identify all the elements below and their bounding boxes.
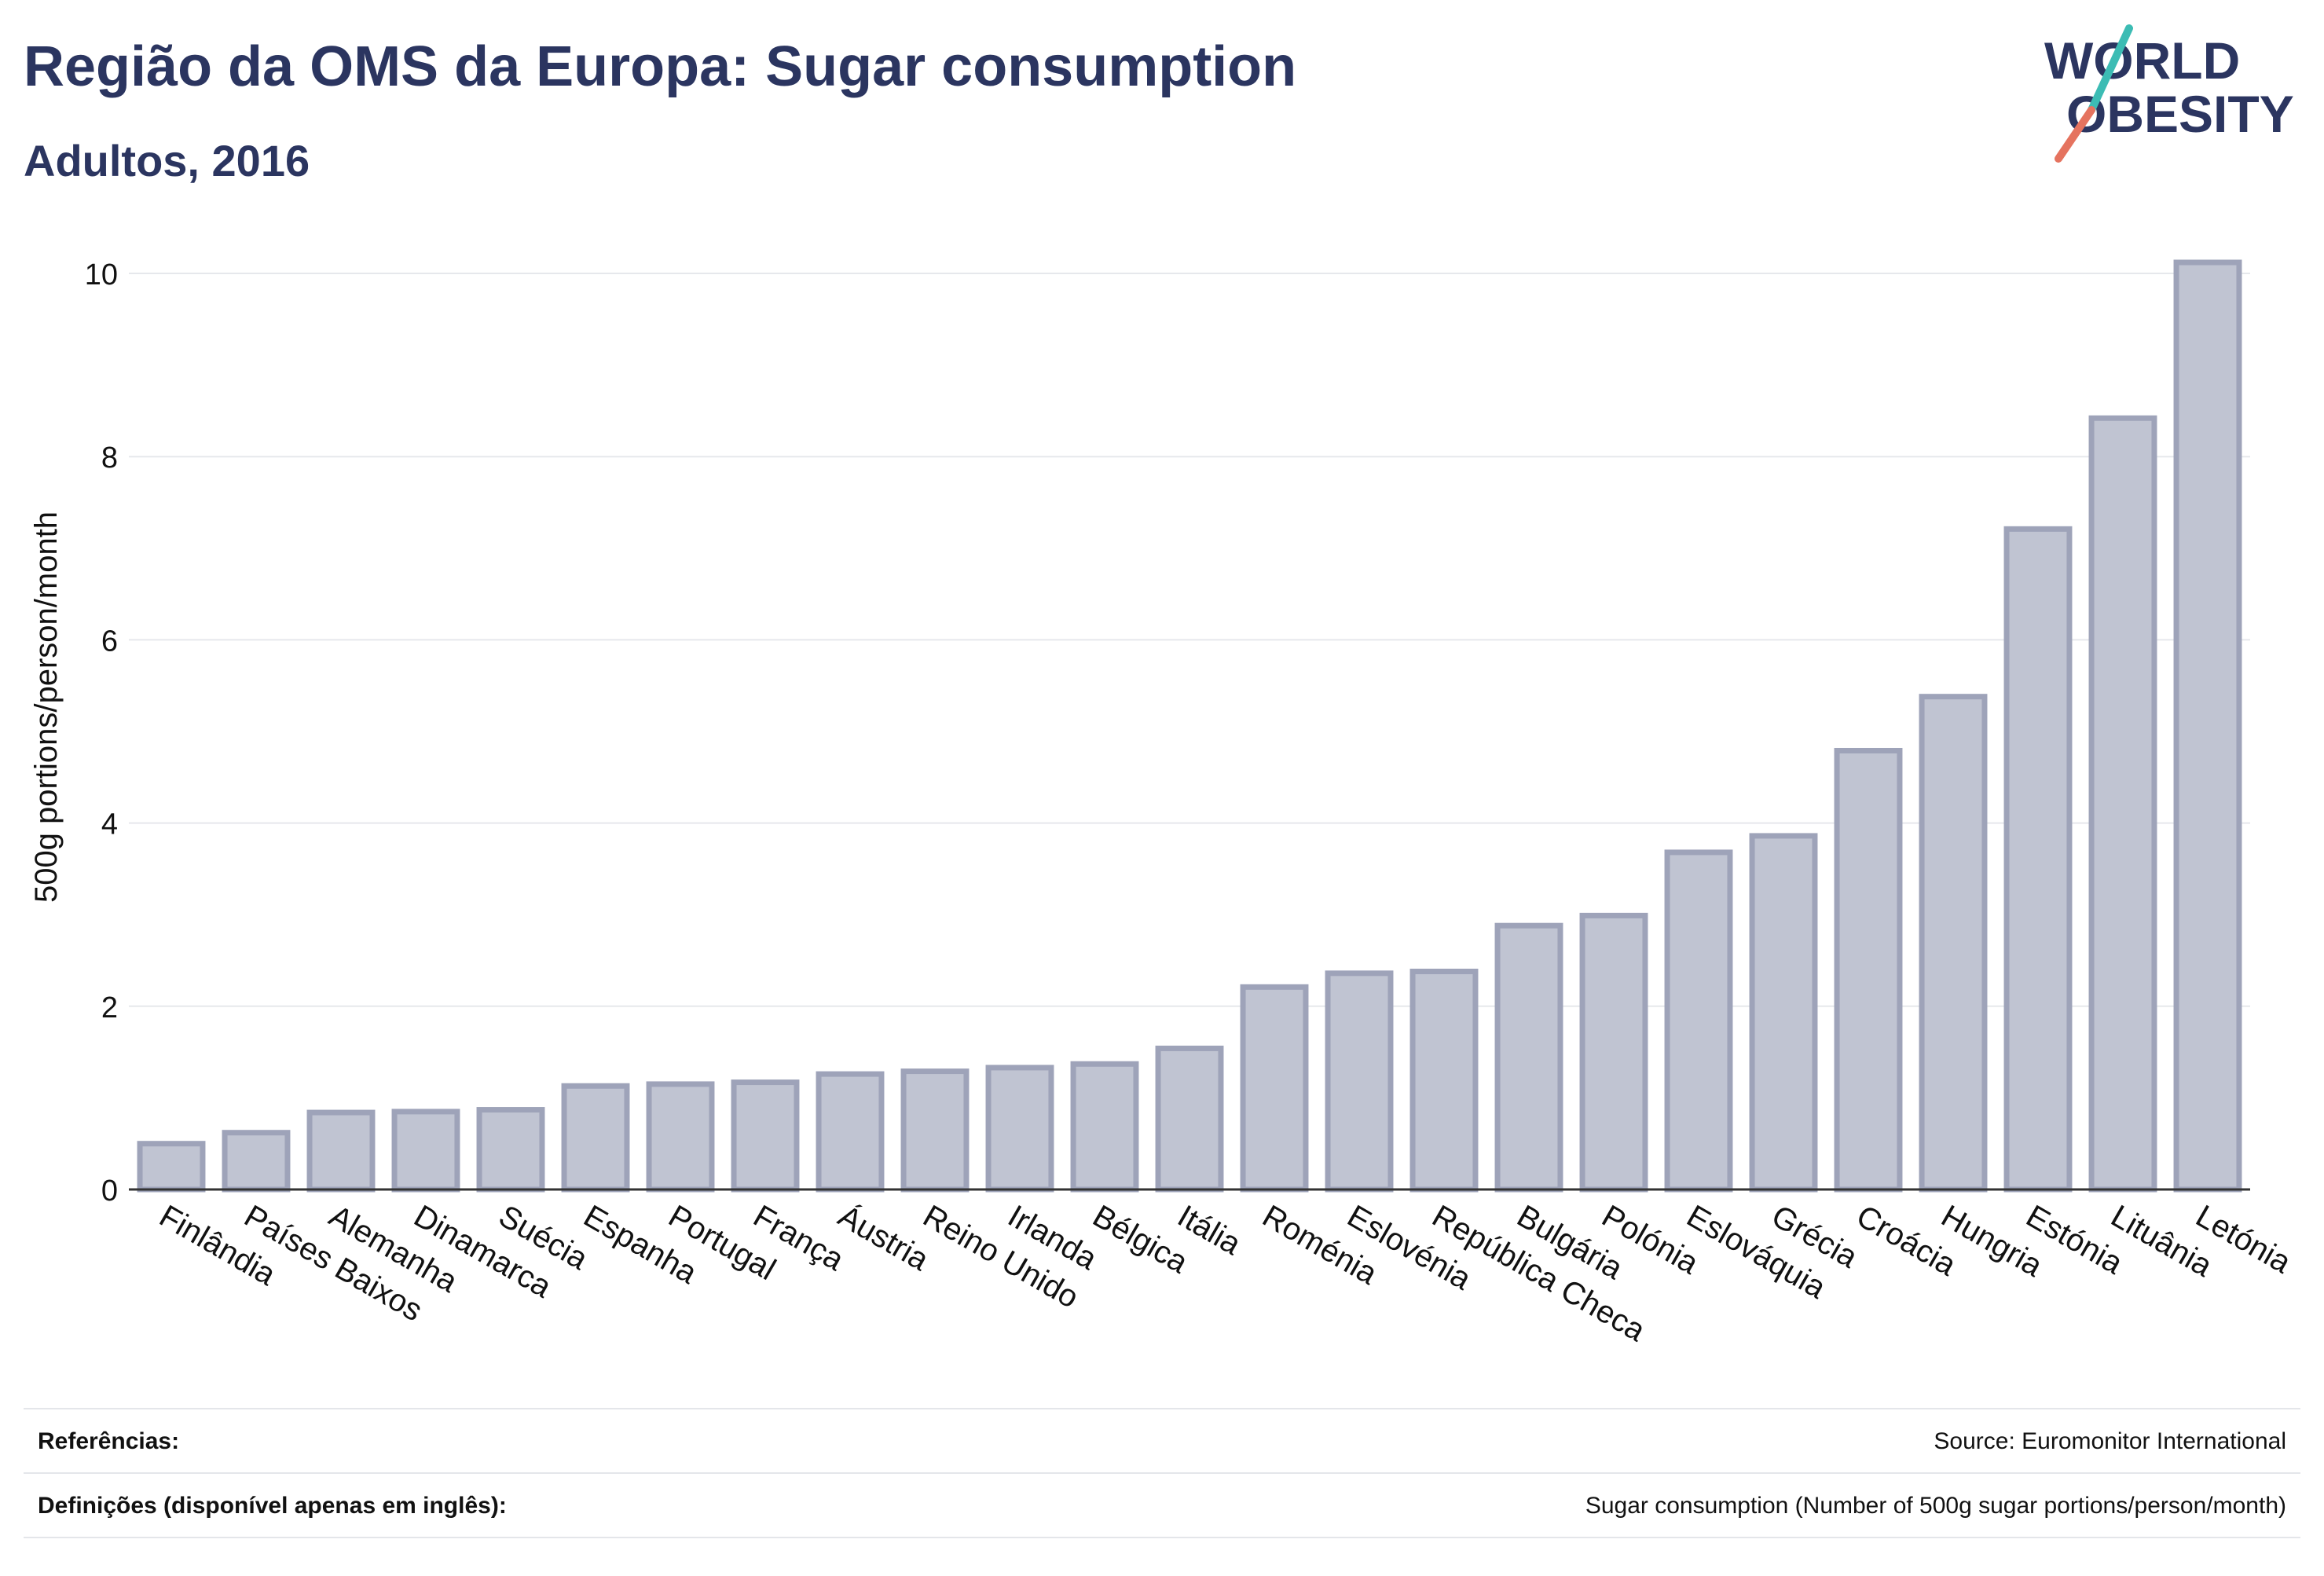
y-axis-label: 500g portions/person/month [29, 511, 64, 903]
x-tick-label: Áustria [833, 1198, 936, 1278]
bar-13 [1240, 984, 1309, 1193]
logo-line2: OBESITY [2066, 85, 2294, 143]
footer-references-row: Referências: Source: Euromonitor Interna… [24, 1408, 2300, 1474]
logo-slash-red [2055, 106, 2095, 163]
world-obesity-logo: WORLD OBESITY [2044, 24, 2294, 163]
references-label: Referências: [38, 1428, 180, 1454]
logo-slash-teal [2088, 24, 2133, 114]
y-tick-label: 10 [85, 258, 118, 291]
bar-10 [985, 1065, 1054, 1193]
bar-24 [2173, 259, 2242, 1193]
y-tick-label: 4 [101, 808, 118, 841]
y-tick-label: 2 [101, 991, 118, 1024]
bar-2 [306, 1109, 376, 1193]
definitions-value: Sugar consumption (Number of 500g sugar … [1585, 1493, 2286, 1519]
page-title: Região da OMS da Europa: Sugar consumpti… [24, 35, 1297, 98]
logo-line1: WORLD [2044, 31, 2240, 90]
bar-12 [1155, 1045, 1224, 1193]
bar-11 [1070, 1061, 1139, 1193]
page-subtitle: Adultos, 2016 [24, 136, 310, 185]
definitions-label: Definições (disponível apenas em inglês)… [38, 1493, 507, 1519]
bar-5 [561, 1083, 630, 1193]
bar-22 [2003, 526, 2073, 1193]
references-value: Source: Euromonitor International [1934, 1428, 2286, 1454]
y-tick-label: 8 [101, 442, 118, 475]
bar-14 [1325, 970, 1394, 1193]
bar-3 [391, 1109, 460, 1193]
bar-16 [1494, 922, 1563, 1193]
bar-0 [137, 1141, 206, 1193]
bar-20 [1834, 747, 1903, 1193]
bar-1 [222, 1130, 291, 1193]
bar-9 [900, 1068, 970, 1193]
y-tick-label: 0 [101, 1175, 118, 1208]
bar-23 [2088, 415, 2157, 1193]
bar-21 [1919, 694, 1988, 1193]
bar-4 [476, 1107, 545, 1193]
bar-15 [1409, 968, 1479, 1193]
bar-19 [1749, 833, 1818, 1193]
bar-17 [1579, 912, 1648, 1193]
bar-8 [816, 1071, 885, 1193]
y-tick-label: 6 [101, 625, 118, 658]
bars [137, 259, 2242, 1193]
x-tick-label: Bélgica [1087, 1199, 1194, 1281]
bar-18 [1664, 849, 1733, 1193]
footer-divider [24, 1537, 2300, 1538]
bar-7 [731, 1079, 800, 1193]
bar-6 [646, 1081, 715, 1193]
footer-definitions-row: Definições (disponível apenas em inglês)… [24, 1472, 2300, 1538]
y-tick-labels: 0 2 4 6 8 10 [85, 258, 118, 1208]
